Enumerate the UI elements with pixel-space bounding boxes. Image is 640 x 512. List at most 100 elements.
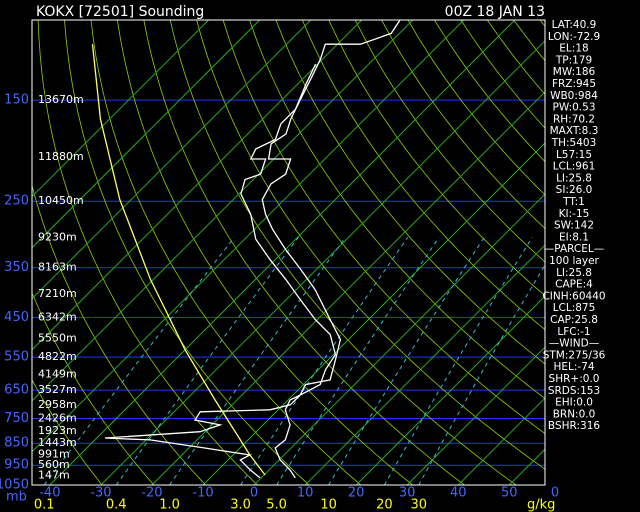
dry-adiabat — [222, 20, 545, 435]
mixing-ratio-line — [115, 237, 299, 485]
corner-label: 0 — [551, 486, 559, 501]
mixing-ratio-label: 1.0 — [159, 498, 180, 512]
index-text: —PARCEL— — [544, 243, 604, 255]
x-tick-label: 50 — [501, 486, 518, 501]
dry-adiabat — [328, 20, 545, 297]
x-tick-label: -40 — [39, 486, 60, 501]
height-label: 1923m — [38, 424, 77, 437]
index-text: LFC:-1 — [557, 326, 590, 338]
y-tick-label: 450 — [4, 310, 29, 325]
index-text: HEL:-74 — [553, 361, 594, 373]
mixing-ratio-label: 3.0 — [230, 498, 251, 512]
mixing-ratio-label: 5.0 — [266, 498, 287, 512]
index-text: PW:0.53 — [552, 102, 595, 114]
index-text: BSHR:316 — [548, 420, 600, 432]
y-tick-label: 550 — [4, 350, 29, 365]
height-label: 7210m — [38, 287, 77, 300]
dry-adiabat — [64, 20, 310, 485]
index-text: TH:5403 — [551, 137, 597, 149]
height-label: 147m — [38, 468, 70, 481]
index-text: SI:26.0 — [556, 184, 593, 196]
index-text: FRZ:945 — [552, 78, 596, 90]
isotherm-grid-line — [355, 295, 545, 485]
y-tick-label: 1050 — [0, 478, 29, 493]
height-label: 3527m — [38, 383, 77, 396]
index-text: LON:-72.9 — [548, 31, 600, 43]
x-tick-label: 0 — [250, 486, 258, 501]
isotherm-grid-line — [304, 244, 545, 485]
isotherm — [32, 20, 414, 402]
height-label: 560m — [38, 458, 70, 471]
index-text: LCL:961 — [553, 161, 596, 173]
index-text: LI:25.8 — [556, 172, 592, 184]
index-text: CINH:60440 — [542, 290, 605, 302]
dry-adiabat — [32, 291, 155, 485]
mixing-ratio-line — [328, 237, 485, 485]
plot-frame — [31, 19, 546, 486]
y-tick-label: 650 — [4, 383, 29, 398]
mixing-ratio-line — [418, 264, 545, 485]
height-label: 9230m — [38, 230, 77, 243]
y-tick-label: 350 — [4, 260, 29, 275]
profile-line — [91, 44, 266, 476]
dry-adiabat — [196, 20, 545, 470]
isotherm — [32, 20, 363, 351]
index-text: EI:8.1 — [559, 231, 589, 243]
dry-adiabat — [301, 20, 545, 331]
profile-line — [261, 20, 401, 479]
index-text: TP:179 — [555, 54, 592, 66]
index-text: SRDS:153 — [548, 385, 600, 397]
index-text: EHI:0.0 — [555, 397, 593, 409]
index-text: —WIND— — [549, 338, 599, 350]
profile-layer — [91, 20, 401, 479]
mixing-ratio-label: 0.1 — [34, 498, 55, 512]
mixing-ratio-label: 30 — [410, 498, 427, 512]
isotherm-grid-line — [253, 193, 545, 485]
dry-adiabat — [354, 20, 545, 263]
height-label: 1443m — [38, 436, 77, 449]
index-text: SW:142 — [554, 220, 594, 232]
height-label: 11880m — [38, 150, 84, 163]
y-tick-label: 950 — [4, 458, 29, 473]
index-text: RH:70.2 — [553, 113, 595, 125]
y-axis-label: mb — [6, 490, 27, 505]
x-tick-label: 20 — [348, 486, 365, 501]
index-text: TT:1 — [562, 196, 585, 208]
x-tick-label: 40 — [450, 486, 467, 501]
x-tick-label: 30 — [399, 486, 416, 501]
isotherm-grid-line — [151, 91, 545, 485]
y-tick-label: 850 — [4, 436, 29, 451]
dry-adiabat — [249, 20, 545, 400]
height-label: 8163m — [38, 261, 77, 274]
mixing-ratio-line — [43, 236, 235, 485]
dry-adiabat — [143, 20, 465, 485]
chart-title: KOKX [72501] Sounding — [36, 4, 204, 20]
y-tick-label: 750 — [4, 411, 29, 426]
index-text: SHR+:0.0 — [549, 373, 600, 385]
x-tick-label: 10 — [297, 486, 314, 501]
dry-adiabat — [32, 183, 206, 485]
isotherm — [32, 20, 260, 249]
height-label: 4822m — [38, 350, 77, 363]
height-label: 991m — [38, 448, 70, 461]
dry-adiabat — [32, 379, 103, 485]
index-text: LAT:40.9 — [552, 19, 597, 31]
height-label: 6342m — [38, 310, 77, 323]
x-tick-label: -20 — [141, 486, 162, 501]
height-label: 10450m — [38, 194, 84, 207]
mixing-ratio-unit: g/kg — [527, 498, 555, 512]
x-tick-label: -30 — [90, 486, 111, 501]
isotherm-grid-line — [100, 40, 545, 485]
mixing-ratio-label: 20 — [376, 498, 393, 512]
index-text: LI:25.8 — [556, 267, 592, 279]
index-text: CAP:25.8 — [550, 314, 598, 326]
isotherm — [32, 20, 312, 300]
isotherm-grid-line — [406, 346, 545, 485]
height-label: 2958m — [38, 398, 77, 411]
y-tick-label: 150 — [4, 93, 29, 108]
profile-line — [104, 63, 337, 479]
isotherm-grid-line — [457, 397, 545, 485]
